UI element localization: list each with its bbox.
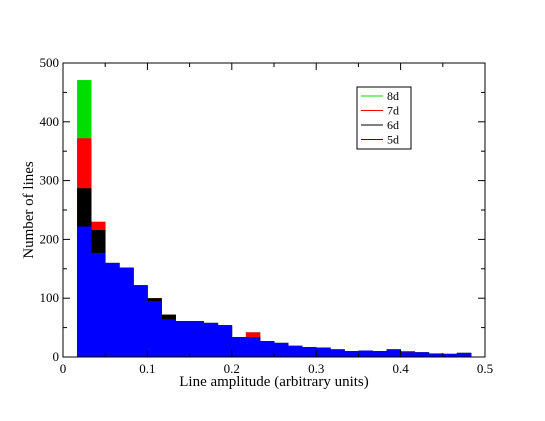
y-tick-label: 400	[40, 114, 60, 129]
bar-5d-14	[274, 342, 289, 357]
bar-5d-4	[133, 285, 148, 357]
bars-layer	[77, 80, 472, 358]
bar-5d-2	[105, 262, 120, 357]
bar-5d-17	[316, 347, 331, 357]
legend-label-6d: 6d	[387, 118, 399, 132]
x-tick-label: 0.1	[139, 361, 155, 376]
bar-5d-6	[161, 319, 176, 357]
legend-box	[356, 86, 412, 150]
bar-5d-20	[358, 350, 373, 357]
bar-5d-1	[91, 252, 106, 357]
legend-label-8d: 8d	[387, 89, 399, 103]
bar-5d-19	[344, 351, 359, 357]
ticks-layer: 0 0.1 0.2 0.3 0.4 0.5 0 100 200 300 400 500	[40, 55, 494, 376]
bar-5d-22	[386, 349, 401, 357]
y-tick-label: 100	[40, 290, 60, 305]
y-tick-label: 0	[53, 349, 60, 364]
bar-5d-8	[189, 321, 205, 357]
bar-5d-27	[456, 352, 472, 357]
bar-5d-12	[245, 337, 261, 357]
bar-5d-5	[147, 301, 162, 357]
x-tick-label: 0.3	[308, 361, 324, 376]
bar-5d-11	[231, 337, 247, 357]
bar-5d-26	[442, 354, 458, 357]
bar-5d-23	[400, 352, 416, 357]
bar-5d-15	[288, 345, 303, 357]
legend-label-7d: 7d	[387, 104, 399, 118]
bar-5d-21	[372, 351, 387, 357]
bar-5d-3	[119, 267, 134, 357]
bar-5d-18	[330, 349, 345, 357]
x-axis-label: Line amplitude (arbitrary units)	[179, 374, 369, 390]
y-tick-label: 200	[40, 231, 60, 246]
bar-5d-0	[77, 226, 92, 357]
bar-5d-9	[203, 322, 219, 357]
bar-5d-16	[302, 347, 317, 357]
bar-5d-10	[217, 325, 233, 357]
bar-5d-7	[175, 321, 190, 357]
bar-5d-25	[428, 353, 444, 357]
bar-5d-13	[259, 341, 275, 357]
x-tick-label: 0.5	[477, 361, 493, 376]
x-tick-label: 0.2	[224, 361, 240, 376]
x-tick-label: 0	[60, 361, 67, 376]
y-tick-label: 500	[40, 55, 60, 70]
x-tick-label: 0.4	[392, 361, 409, 376]
y-axis-label: Number of lines	[21, 161, 37, 259]
bar-5d-24	[414, 352, 430, 357]
y-tick-label: 300	[40, 173, 60, 188]
legend-label-5d: 5d	[387, 133, 399, 147]
